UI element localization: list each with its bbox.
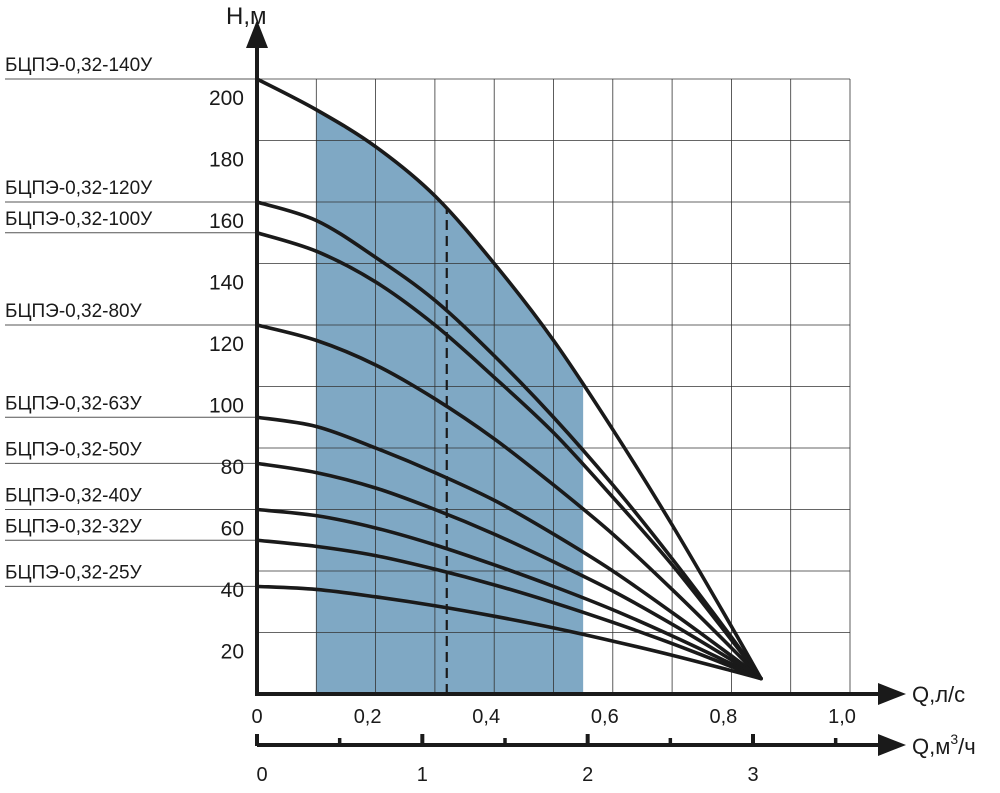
x-tick-label: 0 xyxy=(251,706,262,728)
pump-curve xyxy=(255,538,763,681)
series-label: БЦПЭ-0,32-50У xyxy=(5,439,143,460)
y-tick-label: 80 xyxy=(221,456,244,479)
y-tick-label: 20 xyxy=(221,641,244,664)
series-label: БЦПЭ-0,32-63У xyxy=(5,393,143,414)
series-label: БЦПЭ-0,32-80У xyxy=(5,301,143,322)
pump-curve xyxy=(255,77,763,681)
series-label: БЦПЭ-0,32-140У xyxy=(5,55,153,76)
x-tick-label: 0,8 xyxy=(709,706,737,728)
pump-curve xyxy=(255,200,763,681)
series-label: БЦПЭ-0,32-40У xyxy=(5,486,143,507)
x2-axis-label-main: Q,м xyxy=(912,734,950,759)
x2-tick-label: 2 xyxy=(582,764,593,786)
y-tick-label: 200 xyxy=(209,87,244,110)
x2-tick-label: 1 xyxy=(417,764,428,786)
pump-curve xyxy=(255,584,763,681)
y-tick-label: 100 xyxy=(209,395,244,418)
pump-curve xyxy=(255,230,763,681)
x2-axis-label: Q,м3/ч xyxy=(912,731,976,759)
operating-range-shade xyxy=(316,109,584,694)
series-label: БЦПЭ-0,32-100У xyxy=(5,209,153,230)
x2-axis-label-sup: 3 xyxy=(950,731,958,747)
y-tick-label: 40 xyxy=(221,579,244,602)
x-tick-label: 0,4 xyxy=(472,706,500,728)
x2-tick-label: 3 xyxy=(747,764,758,786)
x-axis-arrow-icon xyxy=(878,683,906,705)
y-tick-label: 180 xyxy=(209,149,244,172)
x-tick-label: 1,0 xyxy=(828,706,856,728)
series-label: БЦПЭ-0,32-25У xyxy=(5,562,143,583)
x-tick-label: 0,6 xyxy=(591,706,619,728)
series-label: БЦПЭ-0,32-32У xyxy=(5,516,143,537)
x-tick-label: 0,2 xyxy=(354,706,382,728)
y-tick-label: 160 xyxy=(209,210,244,233)
pump-curve xyxy=(255,415,763,681)
series-label: БЦПЭ-0,32-120У xyxy=(5,178,153,199)
y-tick-label: 120 xyxy=(209,333,244,356)
pump-curve xyxy=(255,461,763,681)
y-tick-label: 140 xyxy=(209,272,244,295)
y-axis-arrow-icon xyxy=(246,20,268,48)
y-tick-label: 60 xyxy=(221,518,244,541)
x2-axis-label-tail: /ч xyxy=(958,734,976,759)
y-axis-label: H,м xyxy=(226,3,267,30)
x2-axis-arrow-icon xyxy=(878,734,906,756)
x2-tick-label: 0 xyxy=(256,764,267,786)
pump-curve xyxy=(255,323,763,681)
pump-curve xyxy=(255,507,763,681)
x-axis-label: Q,л/с xyxy=(912,682,965,707)
